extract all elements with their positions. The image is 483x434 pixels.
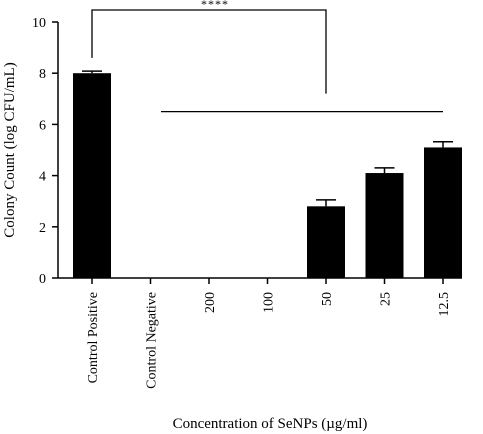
y-axis-title: Colony Count (log CFU/mL) [2, 62, 18, 237]
significance-label: **** [201, 0, 229, 11]
x-tick-label: 25 [379, 292, 394, 306]
x-tick-label: 50 [320, 292, 335, 306]
x-tick-label: Control Negative [145, 292, 160, 389]
y-tick-label: 0 [39, 272, 46, 287]
bars [73, 70, 462, 278]
significance-annotation: **** [91, 0, 443, 113]
y-tick-label: 6 [39, 118, 46, 133]
x-axis-title: Concentration of SeNPs (µg/ml) [173, 416, 368, 432]
x-axis: Control Positive Control Negative 200 100 50… [58, 277, 462, 432]
y-tick-label: 10 [32, 16, 46, 31]
x-tick-label: 100 [262, 292, 277, 313]
y-tick-label: 8 [39, 67, 46, 82]
y-axis-ticks: 0 2 4 6 8 10 [32, 16, 58, 287]
x-axis-ticks: Control Positive Control Negative 200 100 50… [86, 278, 452, 389]
bar [365, 173, 404, 278]
y-tick-label: 2 [39, 221, 46, 236]
x-tick-label: Control Positive [86, 292, 101, 383]
x-tick-label: 200 [203, 292, 218, 313]
bar [424, 147, 462, 278]
y-tick-label: 4 [39, 170, 46, 185]
significance-bracket [91, 9, 327, 94]
y-axis: 0 2 4 6 8 10 Colony Count (log CFU/mL) [2, 16, 59, 287]
bar [307, 206, 345, 278]
bar [73, 73, 111, 278]
x-tick-label: 12.5 [437, 292, 452, 317]
